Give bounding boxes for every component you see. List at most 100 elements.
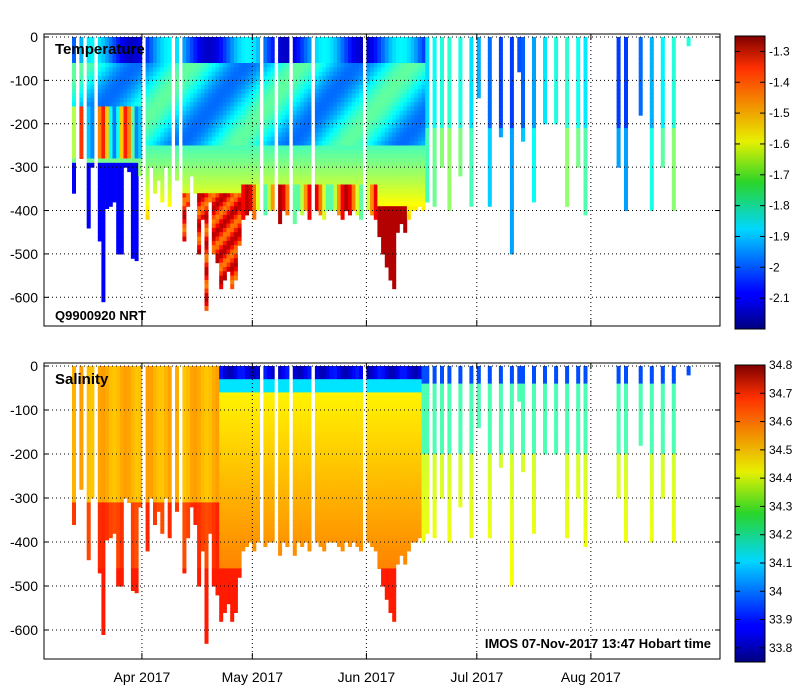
- profile-column: [344, 37, 349, 212]
- profile-column: [498, 37, 503, 138]
- profile-column: [565, 366, 570, 539]
- y-tick-label: 0: [30, 358, 38, 374]
- profile-column: [233, 37, 238, 281]
- profile-column: [447, 366, 452, 543]
- profile-column: [671, 366, 676, 543]
- profile-column: [182, 366, 187, 574]
- x-tick-label: May 2017: [222, 669, 284, 685]
- profile-column: [138, 366, 143, 508]
- profile-column: [219, 37, 224, 290]
- profile-column: [160, 366, 165, 534]
- profile-column: [403, 366, 408, 565]
- profile-column: [285, 366, 290, 547]
- profile-column: [377, 37, 382, 238]
- profile-column: [532, 37, 536, 203]
- profile-column: [381, 366, 386, 587]
- profile-column: [660, 366, 665, 499]
- profile-column: [417, 366, 422, 539]
- profile-column: [307, 366, 312, 552]
- profile-column: [399, 37, 404, 225]
- y-tick-label: -400: [10, 203, 38, 219]
- profile-column: [278, 37, 283, 225]
- profile-column: [112, 37, 117, 203]
- profile-column: [377, 366, 382, 569]
- profile-column: [204, 366, 209, 644]
- profile-column: [267, 366, 271, 543]
- profile-column: [127, 37, 132, 173]
- colorbar-tick-label: -1.9: [769, 229, 790, 243]
- profile-column: [414, 366, 419, 543]
- profile-column: [233, 366, 238, 613]
- profile-column: [414, 37, 419, 212]
- x-tick-label: Apr 2017: [114, 669, 171, 685]
- profile-column: [476, 366, 481, 429]
- profile-column: [134, 37, 139, 262]
- profile-column: [498, 366, 503, 468]
- y-tick-label: -200: [10, 446, 38, 462]
- profile-column: [270, 37, 275, 212]
- profile-column: [167, 37, 172, 207]
- profile-column: [101, 366, 106, 635]
- profile-column: [366, 366, 371, 543]
- profile-column: [204, 37, 209, 311]
- profile-column: [425, 37, 430, 203]
- y-tick-label: 0: [30, 29, 38, 45]
- profile-column: [355, 37, 360, 216]
- profile-column: [215, 37, 220, 264]
- profile-column: [440, 37, 444, 168]
- profile-column: [156, 37, 161, 181]
- profile-column: [86, 366, 91, 561]
- profile-column: [554, 366, 559, 455]
- profile-column: [186, 366, 191, 539]
- profile-column: [79, 366, 84, 490]
- profile-column: [406, 366, 411, 552]
- profile-column: [421, 37, 426, 212]
- profile-column: [576, 366, 581, 499]
- profile-column: [329, 37, 334, 212]
- profile-column: [325, 366, 330, 543]
- y-tick-label: -600: [10, 622, 38, 638]
- profile-column: [156, 366, 161, 512]
- profile-column: [193, 366, 198, 525]
- colorbar-tick-label: -1.3: [769, 44, 790, 58]
- x-tick-label: Jun 2017: [338, 669, 396, 685]
- y-tick-label: -600: [10, 289, 38, 305]
- profile-column: [399, 366, 404, 556]
- profile-column: [373, 366, 378, 552]
- profile-column: [267, 37, 271, 212]
- colorbar-tick-label: -2: [769, 260, 780, 274]
- profile-column: [322, 37, 327, 220]
- profile-column: [211, 366, 216, 587]
- profile-column: [72, 366, 76, 525]
- profile-column: [123, 366, 128, 499]
- profile-column: [90, 37, 95, 168]
- profile-column: [318, 37, 323, 216]
- profile-column: [554, 37, 559, 125]
- profile-column: [200, 37, 205, 220]
- colorbar-tick-label: -1.6: [769, 137, 790, 151]
- profile-column: [325, 37, 330, 212]
- profile-column: [105, 366, 110, 541]
- profile-column: [395, 37, 400, 233]
- profile-column: [344, 366, 349, 543]
- profile-column: [660, 37, 665, 168]
- profile-column: [230, 37, 235, 290]
- profile-column: [164, 366, 168, 499]
- profile-column: [509, 366, 514, 587]
- profile-column: [119, 37, 124, 255]
- profile-column: [197, 37, 202, 255]
- y-tick-label: -300: [10, 159, 38, 175]
- profile-column: [105, 37, 110, 209]
- profile-column: [300, 366, 305, 547]
- profile-column: [281, 37, 286, 212]
- profile-column: [292, 366, 297, 556]
- profile-column: [565, 37, 570, 207]
- profile-column: [160, 37, 165, 203]
- profile-column: [392, 37, 397, 290]
- profile-column: [638, 37, 643, 116]
- profile-column: [432, 366, 437, 539]
- profile-column: [440, 366, 444, 499]
- profile-column: [458, 37, 463, 177]
- colorbar-tick-label: 34.8: [769, 358, 793, 372]
- profile-column: [521, 366, 525, 473]
